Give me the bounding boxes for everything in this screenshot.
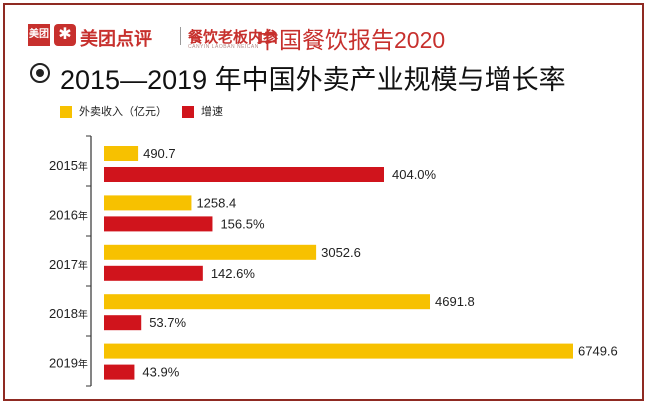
year-label-suffix: 年 [78,160,88,173]
growth-value-label: 404.0% [392,167,437,182]
revenue-bar [104,343,573,359]
revenue-bar [104,195,192,211]
year-label-suffix: 年 [78,308,88,321]
revenue-value-label: 4691.8 [435,294,475,309]
year-label-value: 2017 [49,257,78,272]
meituan-figure-icon: ✱ [54,24,76,46]
legend-swatch-growth [182,106,194,118]
revenue-bar [104,244,317,260]
legend-label-revenue: 外卖收入（亿元） [79,106,167,118]
year-label-value: 2018 [49,306,78,321]
year-label-suffix: 年 [78,358,88,371]
growth-value-label: 53.7% [149,315,186,330]
growth-bar [104,167,384,182]
partner-tagline: CANYIN LAOBAN NEICAN [188,44,259,50]
year-label: 2018年 [49,306,88,321]
growth-bar [104,364,135,380]
brand-name: 美团点评 [80,29,152,49]
growth-bar [104,265,203,281]
year-label: 2016年 [49,207,88,222]
year-label: 2017年 [49,257,88,272]
growth-value-label: 156.5% [220,216,265,231]
year-label-value: 2016 [49,207,78,222]
year-label-suffix: 年 [78,209,88,222]
revenue-value-label: 490.7 [143,146,176,161]
year-label: 2019年 [49,356,88,371]
year-label-suffix: 年 [78,259,88,272]
growth-bar [104,216,213,232]
revenue-bar [104,146,139,161]
legend-label-growth: 增速 [201,106,223,118]
revenue-bar [104,294,431,310]
growth-value-label: 43.9% [142,365,179,380]
year-label-value: 2015 [49,158,78,173]
meituan-logo: 美团 [28,24,50,46]
revenue-value-label: 3052.6 [321,245,361,260]
chart-title: 2015—2019 年中国外卖产业规模与增长率 [60,65,566,95]
header-divider [180,27,181,45]
growth-value-label: 142.6% [211,266,256,281]
partner-name: 餐饮老板内参 [188,29,279,46]
bullet-icon [30,63,50,83]
revenue-value-label: 1258.4 [196,195,236,210]
revenue-value-label: 6749.6 [578,344,618,359]
report-title: 中国餐饮报告2020 [256,27,446,53]
year-label: 2015年 [49,158,88,173]
legend-swatch-revenue [60,106,72,118]
year-label-value: 2019 [49,356,78,371]
growth-bar [104,315,142,331]
